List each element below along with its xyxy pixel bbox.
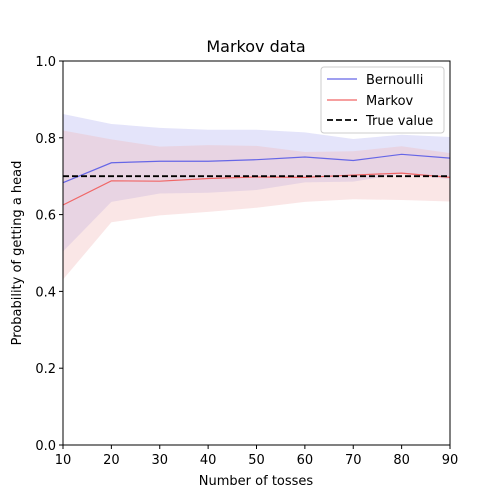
x-tick-label: 50 bbox=[248, 453, 265, 468]
y-tick-label: 1.0 bbox=[35, 55, 56, 70]
confidence-bands bbox=[63, 113, 450, 280]
band-bernoulli bbox=[63, 113, 450, 252]
x-tick-label: 60 bbox=[297, 453, 314, 468]
legend-label-bernoulli: Bernoulli bbox=[366, 73, 423, 88]
legend: Bernoulli Markov True value bbox=[320, 66, 445, 134]
y-tick-label: 0.2 bbox=[35, 362, 56, 377]
x-axis-ticks: 10 20 30 40 50 60 70 80 90 bbox=[55, 445, 459, 468]
chart-title: Markov data bbox=[206, 37, 305, 56]
plot-area bbox=[62, 60, 451, 446]
y-tick-label: 0.8 bbox=[35, 132, 56, 147]
legend-label-markov: Markov bbox=[366, 94, 414, 109]
legend-label-true-value: True value bbox=[365, 114, 433, 129]
x-tick-label: 40 bbox=[200, 453, 217, 468]
x-tick-label: 30 bbox=[151, 453, 168, 468]
band-markov bbox=[63, 130, 450, 280]
x-tick-label: 10 bbox=[55, 453, 72, 468]
x-tick-label: 70 bbox=[345, 453, 362, 468]
x-axis-label: Number of tosses bbox=[199, 474, 314, 489]
series-line-bernoulli bbox=[62, 153, 451, 184]
y-tick-label: 0.0 bbox=[35, 439, 56, 454]
y-axis-label: Probability of getting a head bbox=[10, 161, 25, 346]
x-tick-label: 90 bbox=[442, 453, 459, 468]
x-tick-label: 80 bbox=[393, 453, 410, 468]
y-axis-ticks: 0.0 0.2 0.4 0.6 0.8 1.0 bbox=[35, 55, 63, 454]
x-tick-label: 20 bbox=[103, 453, 120, 468]
y-tick-label: 0.6 bbox=[35, 209, 56, 224]
legend-box bbox=[320, 66, 445, 134]
y-tick-label: 0.4 bbox=[35, 285, 56, 300]
